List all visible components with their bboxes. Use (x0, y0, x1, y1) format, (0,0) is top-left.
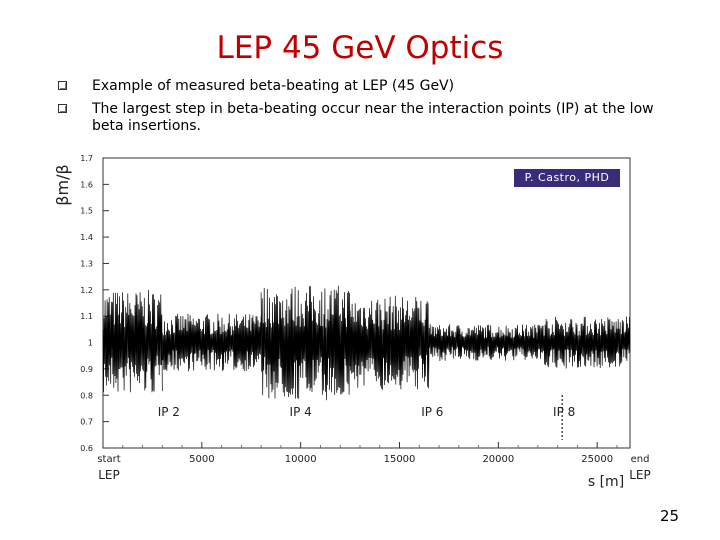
trace-segment (428, 324, 539, 362)
y-tick-label: 1.4 (80, 233, 93, 242)
x-tick-label: 10000 (285, 454, 317, 465)
checkbox-bullet-icon (58, 104, 67, 113)
x-tick-label: 25000 (581, 454, 613, 465)
x-tick-label: 15000 (384, 454, 416, 465)
x-tick-label: end (631, 454, 650, 465)
y-tick-label: 0.8 (80, 391, 93, 400)
y-tick-label: 0.7 (80, 418, 93, 427)
bullet-list: Example of measured beta-beating at LEP … (58, 78, 688, 141)
x-tick-label-line2: LEP (98, 468, 120, 482)
plot-frame (102, 157, 631, 449)
trace-segment (349, 295, 430, 390)
checkbox-bullet-icon (58, 81, 67, 90)
ip-label: IP 2 (158, 405, 180, 419)
y-axis-label: βm/β (53, 164, 72, 205)
bullet-text: Example of measured beta-beating at LEP … (92, 78, 455, 94)
bullet-item: The largest step in beta-beating occur n… (58, 101, 688, 135)
y-tick-label: 1.5 (80, 207, 93, 216)
trace-segment (102, 289, 163, 393)
slide-title: LEP 45 GeV Optics (216, 30, 504, 66)
ip-label: IP 4 (290, 405, 312, 419)
trace-segment (260, 285, 351, 401)
beta-beating-trace (102, 285, 631, 401)
y-tick-label: 1.2 (80, 286, 93, 295)
ip-label: IP 8 (553, 405, 575, 419)
page-number: 25 (660, 507, 680, 525)
x-axis-label: s [m] (588, 474, 624, 490)
x-tick-label: 5000 (189, 454, 214, 465)
y-tick-label: 1.1 (80, 312, 93, 321)
bullet-item: Example of measured beta-beating at LEP … (58, 78, 688, 95)
x-tick-label: start (97, 454, 120, 465)
ip-label: IP 6 (421, 405, 443, 419)
y-tick-label: 0.6 (80, 444, 93, 453)
credit-label: P. Castro, PHD (514, 169, 620, 187)
y-tick-label: 0.9 (80, 365, 93, 374)
y-tick-label: 1.3 (80, 259, 93, 268)
y-tick-label: 1 (88, 339, 93, 348)
x-tick-label-line2: LEP (629, 468, 651, 482)
x-tick-label: 20000 (482, 454, 514, 465)
bullet-text: The largest step in beta-beating occur n… (92, 101, 654, 134)
trace-segment (161, 313, 262, 372)
trace-segment (537, 316, 631, 369)
y-tick-label: 1.7 (80, 154, 93, 163)
y-tick-label: 1.6 (80, 180, 93, 189)
